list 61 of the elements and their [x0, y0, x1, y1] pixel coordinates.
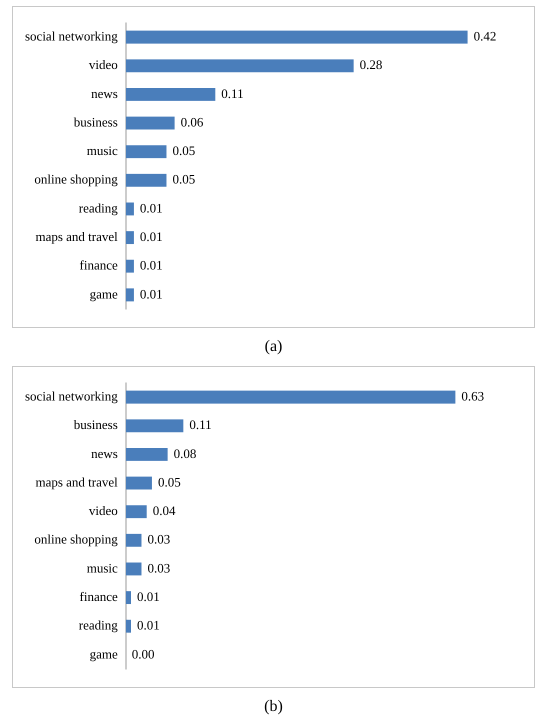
bar — [126, 260, 134, 273]
bar — [126, 390, 456, 404]
data-label: 0.63 — [461, 388, 484, 404]
y-tick-label: online shopping — [34, 172, 118, 187]
bar — [126, 288, 134, 302]
bar — [126, 30, 468, 44]
bar — [126, 476, 152, 490]
data-label: 0.01 — [140, 258, 163, 273]
bar — [126, 88, 216, 101]
data-label: 0.06 — [180, 114, 204, 130]
data-label: 0.28 — [360, 57, 382, 72]
data-label: 0.05 — [158, 474, 181, 490]
bar — [126, 145, 166, 158]
y-tick-label: music — [86, 560, 118, 576]
bar — [126, 174, 166, 187]
data-label: 0.01 — [140, 229, 163, 244]
data-label: 0.05 — [172, 143, 196, 158]
y-tick-label: business — [74, 417, 118, 432]
data-label: 0.04 — [152, 503, 176, 518]
data-label: 0.11 — [189, 417, 212, 432]
y-tick-label: maps and travel — [35, 474, 118, 490]
bar — [126, 202, 134, 216]
bar — [126, 116, 175, 130]
data-label: 0.01 — [137, 618, 160, 633]
bar — [126, 534, 142, 547]
data-label: 0.01 — [140, 200, 163, 216]
y-tick-label: business — [74, 114, 118, 130]
bar — [126, 591, 132, 604]
data-label: 0.03 — [147, 560, 170, 576]
bar — [126, 448, 168, 461]
y-tick-label: social networking — [24, 28, 118, 44]
data-label: 0.05 — [172, 172, 196, 187]
y-tick-label: reading — [78, 618, 118, 633]
bar — [126, 419, 184, 432]
bar — [126, 505, 147, 518]
y-tick-label: game — [90, 646, 118, 662]
y-tick-label: video — [88, 57, 118, 72]
data-label: 0.11 — [221, 86, 244, 101]
y-tick-label: maps and travel — [35, 229, 118, 244]
data-label: 0.01 — [137, 589, 160, 604]
y-tick-label: game — [90, 286, 118, 302]
y-tick-label: reading — [78, 200, 118, 216]
bar — [126, 620, 132, 633]
bar — [126, 59, 354, 72]
text: (b) — [263, 698, 284, 717]
y-tick-label: news — [91, 446, 118, 461]
data-label: 0.03 — [147, 532, 170, 547]
y-tick-label: finance — [80, 589, 118, 604]
y-tick-label: music — [86, 143, 118, 158]
bar — [126, 231, 134, 244]
data-label: 0.01 — [140, 286, 163, 302]
y-tick-label: online shopping — [34, 532, 118, 547]
text: (a) — [264, 338, 284, 357]
data-label: 0.00 — [132, 646, 155, 662]
data-label: 0.08 — [174, 446, 196, 461]
data-label: 0.42 — [474, 28, 496, 44]
y-tick-label: finance — [80, 258, 118, 273]
y-tick-label: social networking — [24, 388, 118, 404]
y-tick-label: news — [91, 86, 118, 101]
y-tick-label: video — [88, 503, 118, 518]
bar — [126, 562, 142, 576]
